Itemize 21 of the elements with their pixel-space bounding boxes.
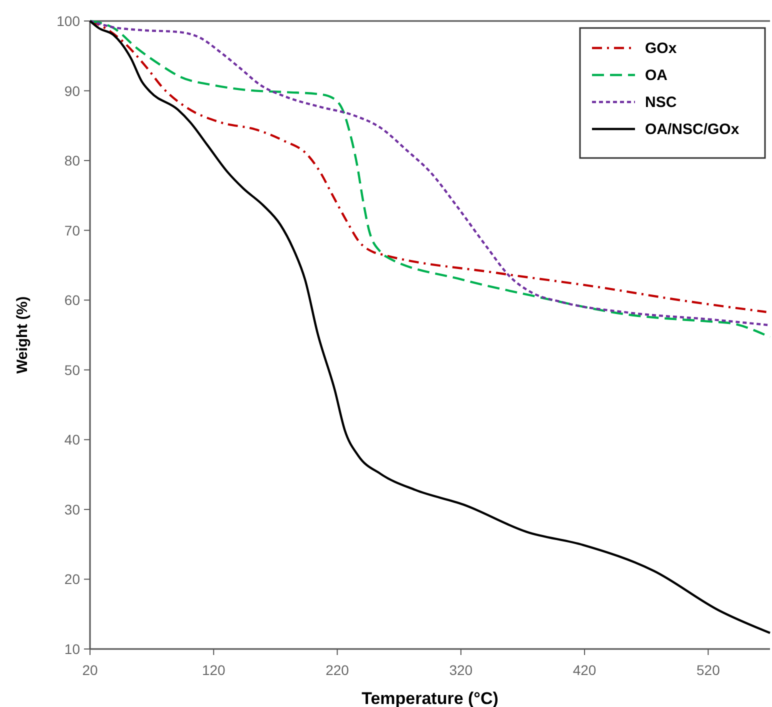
legend-label: NSC: [645, 94, 677, 111]
x-tick-label: 320: [449, 662, 473, 678]
y-tick-label: 70: [64, 222, 80, 238]
y-tick-label: 80: [64, 152, 80, 169]
y-tick-label: 60: [64, 292, 80, 308]
x-tick-label: 520: [696, 662, 720, 678]
x-tick-label: 120: [202, 662, 226, 678]
y-tick-label: 90: [64, 82, 80, 99]
legend-label: OA: [645, 67, 668, 84]
y-tick-label: 100: [56, 13, 80, 29]
y-tick-label: 20: [64, 571, 80, 588]
x-tick-label: 220: [326, 662, 350, 678]
x-tick-label: 20: [82, 662, 98, 678]
legend-label: GOx: [645, 40, 678, 57]
y-axis-title: Weight (%): [14, 296, 31, 374]
y-tick-label: 10: [64, 641, 80, 657]
y-tick-label: 30: [64, 501, 80, 518]
y-tick-label: 50: [64, 362, 80, 378]
x-tick-label: 420: [572, 662, 596, 678]
y-tick-label: 40: [64, 432, 80, 448]
legend-label: OA/NSC/GOx: [645, 121, 740, 138]
